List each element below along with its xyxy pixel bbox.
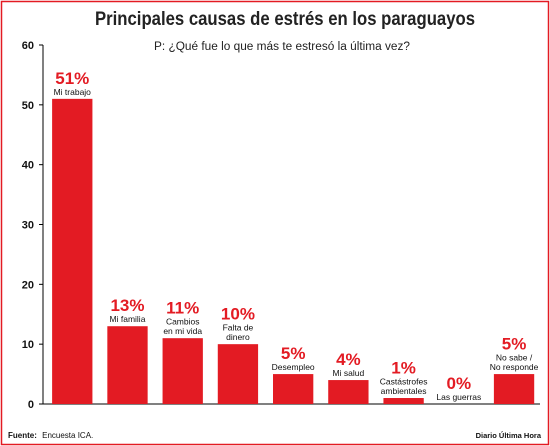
value-label: 0% (447, 374, 472, 393)
value-label: 5% (281, 344, 306, 363)
category-label: No sabe / (496, 353, 533, 363)
footer-source-text: Encuesta ICA. (42, 431, 93, 440)
value-label: 4% (336, 350, 361, 369)
chart-title: Principales causas de estrés en los para… (95, 9, 475, 30)
bar (383, 398, 424, 404)
value-label: 13% (110, 296, 144, 315)
chart-subtitle: P: ¿Qué fue lo que más te estresó la últ… (154, 41, 410, 53)
y-tick-label: 20 (22, 279, 34, 291)
bar (52, 98, 93, 404)
footer-source: Fuente: Encuesta ICA. (8, 431, 93, 440)
category-label: Las guerras (436, 392, 481, 402)
y-tick-label: 50 (22, 100, 34, 112)
category-label: Cambios (166, 317, 200, 327)
category-label: en mi vida (163, 326, 202, 336)
value-labels: 51% 13% 11% 10% 5% 4% 1% 0% 5% (55, 69, 526, 393)
category-label: No responde (490, 362, 539, 372)
category-label: Castástrofes (380, 377, 428, 387)
footer-credit: Diario Última Hora (476, 431, 542, 440)
value-label: 5% (502, 335, 527, 354)
category-label: ambientales (381, 386, 427, 396)
y-tick-label: 10 (22, 339, 34, 351)
category-label: Mi trabajo (54, 87, 92, 97)
y-axis-ticks: 0 10 20 30 40 50 60 (22, 40, 43, 411)
y-tick-label: 40 (22, 160, 34, 172)
category-label: Falta de (223, 323, 254, 333)
value-label: 51% (55, 69, 89, 88)
bar (328, 380, 369, 404)
footer-source-label: Fuente: (8, 431, 37, 440)
value-label: 10% (221, 305, 255, 324)
category-label: Desempleo (272, 362, 315, 372)
value-label: 11% (166, 299, 199, 318)
bar (273, 374, 314, 404)
y-tick-label: 30 (22, 220, 34, 232)
y-tick-label: 0 (28, 399, 34, 411)
y-tick-label: 60 (22, 40, 34, 52)
bar (217, 344, 259, 404)
bars (52, 98, 535, 404)
category-label: Mi familia (110, 314, 146, 324)
bar (493, 374, 535, 404)
value-label: 1% (391, 359, 416, 378)
bar (162, 338, 203, 404)
category-label: dinero (226, 332, 250, 342)
category-label: Mi salud (333, 368, 365, 378)
bar (107, 326, 148, 404)
